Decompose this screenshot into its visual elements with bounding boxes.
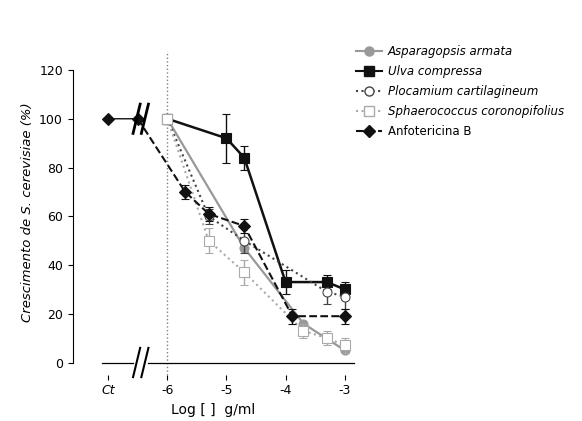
Y-axis label: Crescimento de S. cerevisiae (%): Crescimento de S. cerevisiae (%) [20,103,34,322]
X-axis label: Log [ ]  g/ml: Log [ ] g/ml [171,403,255,417]
Legend: Asparagopsis armata, Ulva compressa, Plocamium cartilagineum, Sphaerococcus coro: Asparagopsis armata, Ulva compressa, Plo… [351,40,569,143]
